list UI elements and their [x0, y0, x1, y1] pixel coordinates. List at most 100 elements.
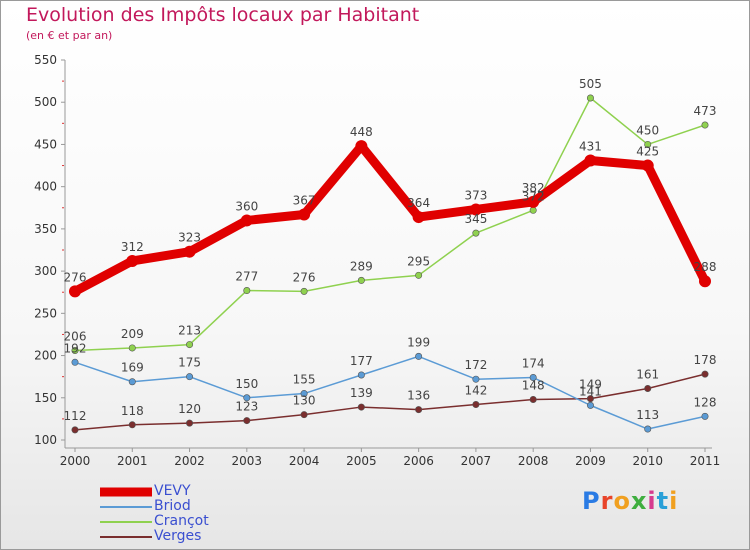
data-point	[584, 154, 597, 167]
x-tick-label: 2002	[174, 454, 205, 468]
legend-swatch	[100, 506, 152, 508]
data-point	[243, 394, 251, 402]
data-point	[186, 373, 194, 381]
data-point	[128, 421, 136, 429]
data-point	[472, 375, 480, 383]
y-tick-label: 250	[34, 306, 57, 320]
data-label: 172	[464, 358, 487, 372]
data-label: 178	[694, 353, 717, 367]
data-point	[357, 403, 365, 411]
data-point	[69, 285, 81, 298]
data-label: 136	[407, 389, 430, 403]
data-label: 149	[579, 378, 602, 392]
data-point	[357, 276, 365, 284]
x-tick-label: 2001	[117, 454, 148, 468]
data-point	[298, 208, 311, 221]
y-tick-label: 450	[34, 137, 57, 151]
data-point	[300, 287, 308, 295]
data-point	[186, 419, 194, 427]
x-tick-label: 2010	[632, 454, 663, 468]
legend-label: Briod	[154, 498, 191, 514]
data-label: 277	[235, 270, 258, 284]
data-label: 174	[522, 357, 545, 371]
data-label: 113	[636, 408, 659, 422]
data-label: 150	[235, 377, 258, 391]
data-label: 372	[522, 189, 545, 203]
series-line-vevy	[70, 141, 710, 296]
logo-letter: P	[582, 487, 601, 515]
logo-letter: x	[630, 487, 648, 515]
data-label: 473	[694, 104, 717, 118]
data-label: 450	[636, 123, 659, 137]
data-label: 364	[407, 196, 430, 210]
legend-swatch	[100, 521, 152, 523]
y-tick-label: 300	[34, 264, 57, 278]
data-point	[644, 140, 652, 148]
data-point	[71, 346, 79, 354]
data-point	[701, 412, 709, 420]
data-point	[243, 287, 251, 295]
data-label: 141	[579, 384, 602, 398]
data-point	[641, 159, 654, 172]
data-point	[357, 371, 365, 379]
data-point	[126, 254, 139, 267]
data-label: 120	[178, 402, 201, 416]
data-point	[472, 229, 480, 237]
y-tick-label: 500	[34, 95, 57, 109]
logo-letter: r	[600, 487, 614, 515]
data-point	[644, 425, 652, 433]
data-label: 130	[293, 394, 316, 408]
legend-swatch	[100, 536, 152, 538]
series-line-verges	[74, 373, 706, 431]
data-label: 295	[407, 254, 430, 268]
data-point	[529, 395, 537, 403]
data-point	[586, 401, 594, 409]
data-label: 360	[235, 199, 258, 213]
data-point	[529, 374, 537, 382]
data-label: 199	[407, 335, 430, 349]
y-tick-label: 150	[34, 391, 57, 405]
data-point	[300, 390, 308, 398]
logo-letter: i	[647, 487, 657, 515]
data-point	[527, 195, 540, 208]
data-label: 206	[64, 329, 87, 343]
data-label: 142	[464, 384, 487, 398]
y-tick-label: 550	[34, 53, 57, 67]
chart-title: Evolution des Impôts locaux par Habitant	[26, 4, 420, 26]
data-point	[469, 203, 482, 216]
data-label: 177	[350, 354, 373, 368]
data-point	[183, 245, 196, 258]
data-label: 148	[522, 378, 545, 392]
data-point	[415, 406, 423, 414]
series-line-crançot	[74, 97, 706, 352]
data-label: 289	[350, 259, 373, 273]
y-tick-label: 200	[34, 349, 57, 363]
data-label: 367	[293, 194, 316, 208]
x-tick-label: 2004	[289, 454, 320, 468]
data-label: 118	[121, 404, 144, 418]
data-label: 276	[293, 270, 316, 284]
data-label: 161	[636, 367, 659, 381]
data-point	[128, 344, 136, 352]
data-label: 192	[64, 341, 87, 355]
data-point	[701, 370, 709, 378]
data-point	[529, 206, 537, 214]
data-label: 128	[694, 395, 717, 409]
data-point	[701, 121, 709, 129]
data-label: 505	[579, 77, 602, 91]
series-line-briod	[74, 355, 706, 430]
data-label: 312	[121, 240, 144, 254]
data-point	[644, 384, 652, 392]
data-label: 288	[694, 260, 717, 274]
x-tick-label: 2000	[60, 454, 91, 468]
data-point	[586, 395, 594, 403]
data-label: 112	[64, 409, 87, 423]
data-point	[243, 417, 251, 425]
data-point	[415, 271, 423, 279]
data-label: 382	[522, 181, 545, 195]
data-point	[186, 341, 194, 349]
data-point	[415, 352, 423, 360]
x-tick-label: 2008	[518, 454, 549, 468]
